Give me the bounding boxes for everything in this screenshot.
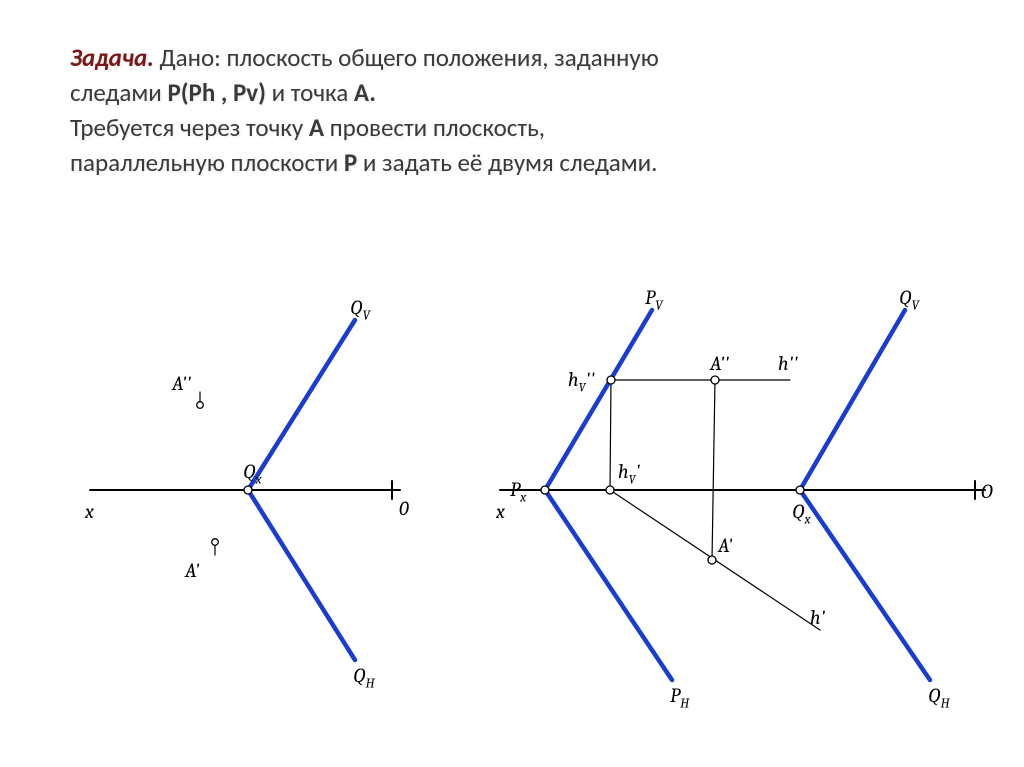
left-a2-label: A'' (171, 372, 191, 395)
right-o-label: O (981, 480, 993, 503)
left-qv-line (248, 320, 355, 490)
right-qx-pt (796, 486, 804, 494)
right-hv1-pt (606, 486, 614, 494)
line4b: и задать её двумя следами. (357, 147, 657, 178)
right-a1-pt (708, 556, 716, 564)
right-qh-lab: QH (928, 684, 950, 712)
right-hv2-lab: hV'' (568, 368, 595, 396)
right-qv-lab: QV (899, 286, 920, 314)
right-pv-lab: PV (645, 286, 664, 314)
right-hv-proj (610, 380, 611, 490)
right-hv2-pt (607, 376, 615, 384)
right-h2-lab: h'' (778, 352, 798, 375)
line4a: параллельную плоскости (70, 147, 344, 178)
line2b: и точка (266, 77, 354, 108)
right-a2-pt (711, 376, 719, 384)
right-px-pt (541, 486, 549, 494)
right-qv-line (800, 310, 905, 490)
line2a: следами (70, 77, 167, 108)
plane-p: Р (344, 147, 357, 178)
problem-title: Задача. Дано: плоскость общего положения… (70, 40, 954, 180)
left-a1-label: A' (184, 559, 200, 582)
left-qh-label: QH (353, 664, 375, 692)
right-px-lab: Px (510, 478, 527, 506)
traces-label: P(Ph , Pv) (167, 77, 266, 108)
line3b: провести плоскость, (324, 112, 545, 143)
right-h1-lab: h' (810, 606, 826, 629)
diagram-svg: x0QxQVQHA''A'xOPxPVPHQxQVQHhV''hV'A''h''… (0, 260, 1024, 720)
left-x-label: x (84, 500, 94, 523)
task-label: Задача. (70, 42, 154, 73)
right-a-proj (712, 380, 715, 560)
left-qh-line (248, 490, 355, 660)
left-qx-point (244, 486, 252, 494)
right-hv1-lab: hV' (618, 460, 640, 488)
right-a2-lab: A'' (709, 352, 729, 375)
point-a2: А (309, 112, 324, 143)
right-a1-lab: A' (717, 534, 733, 557)
line3a: Требуется через точку (70, 112, 309, 143)
left-a2-point (197, 402, 204, 409)
right-qh-line (800, 490, 930, 680)
right-x-label: x (495, 500, 505, 523)
point-a: А. (354, 77, 376, 108)
left-o-label: 0 (399, 497, 409, 520)
line1: Дано: плоскость общего положения, заданн… (154, 42, 659, 73)
right-ph-lab: PH (670, 684, 690, 712)
left-a1-point (212, 539, 219, 546)
